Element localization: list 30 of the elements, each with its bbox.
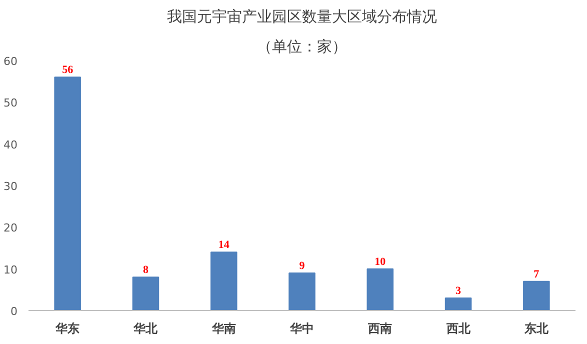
data-label: 3 (456, 285, 462, 297)
bar (366, 268, 394, 310)
y-tick-label: 20 (4, 222, 18, 235)
x-tick-label: 华东 (54, 322, 80, 336)
x-tick-label: 华南 (210, 322, 236, 336)
data-label: 8 (142, 264, 149, 276)
bar (444, 298, 472, 310)
chart-title: 我国元宇宙产业园区数量大区域分布情况 (167, 8, 437, 26)
data-label: 9 (299, 260, 306, 272)
x-tick-label: 西北 (445, 322, 472, 336)
data-label: 56 (62, 64, 74, 76)
y-tick-label: 30 (4, 180, 18, 193)
data-label: 10 (374, 256, 386, 268)
bar (523, 280, 550, 310)
bar (288, 272, 316, 310)
bar (54, 76, 81, 310)
y-tick-label: 10 (4, 263, 18, 276)
y-tick-label: 40 (4, 138, 18, 152)
x-tick-label: 西南 (367, 322, 392, 336)
chart-subtitle: （单位：家） (257, 38, 347, 56)
data-label: 7 (534, 268, 540, 280)
x-tick-label: 华中 (289, 322, 314, 336)
bar (210, 252, 238, 310)
y-tick-label: 60 (4, 55, 18, 68)
x-tick-label: 华北 (132, 322, 159, 336)
y-tick-label: 0 (10, 305, 18, 318)
x-tick-label: 东北 (523, 322, 550, 336)
y-tick-label: 50 (4, 96, 18, 110)
data-label: 14 (218, 239, 230, 252)
bar (132, 276, 160, 310)
